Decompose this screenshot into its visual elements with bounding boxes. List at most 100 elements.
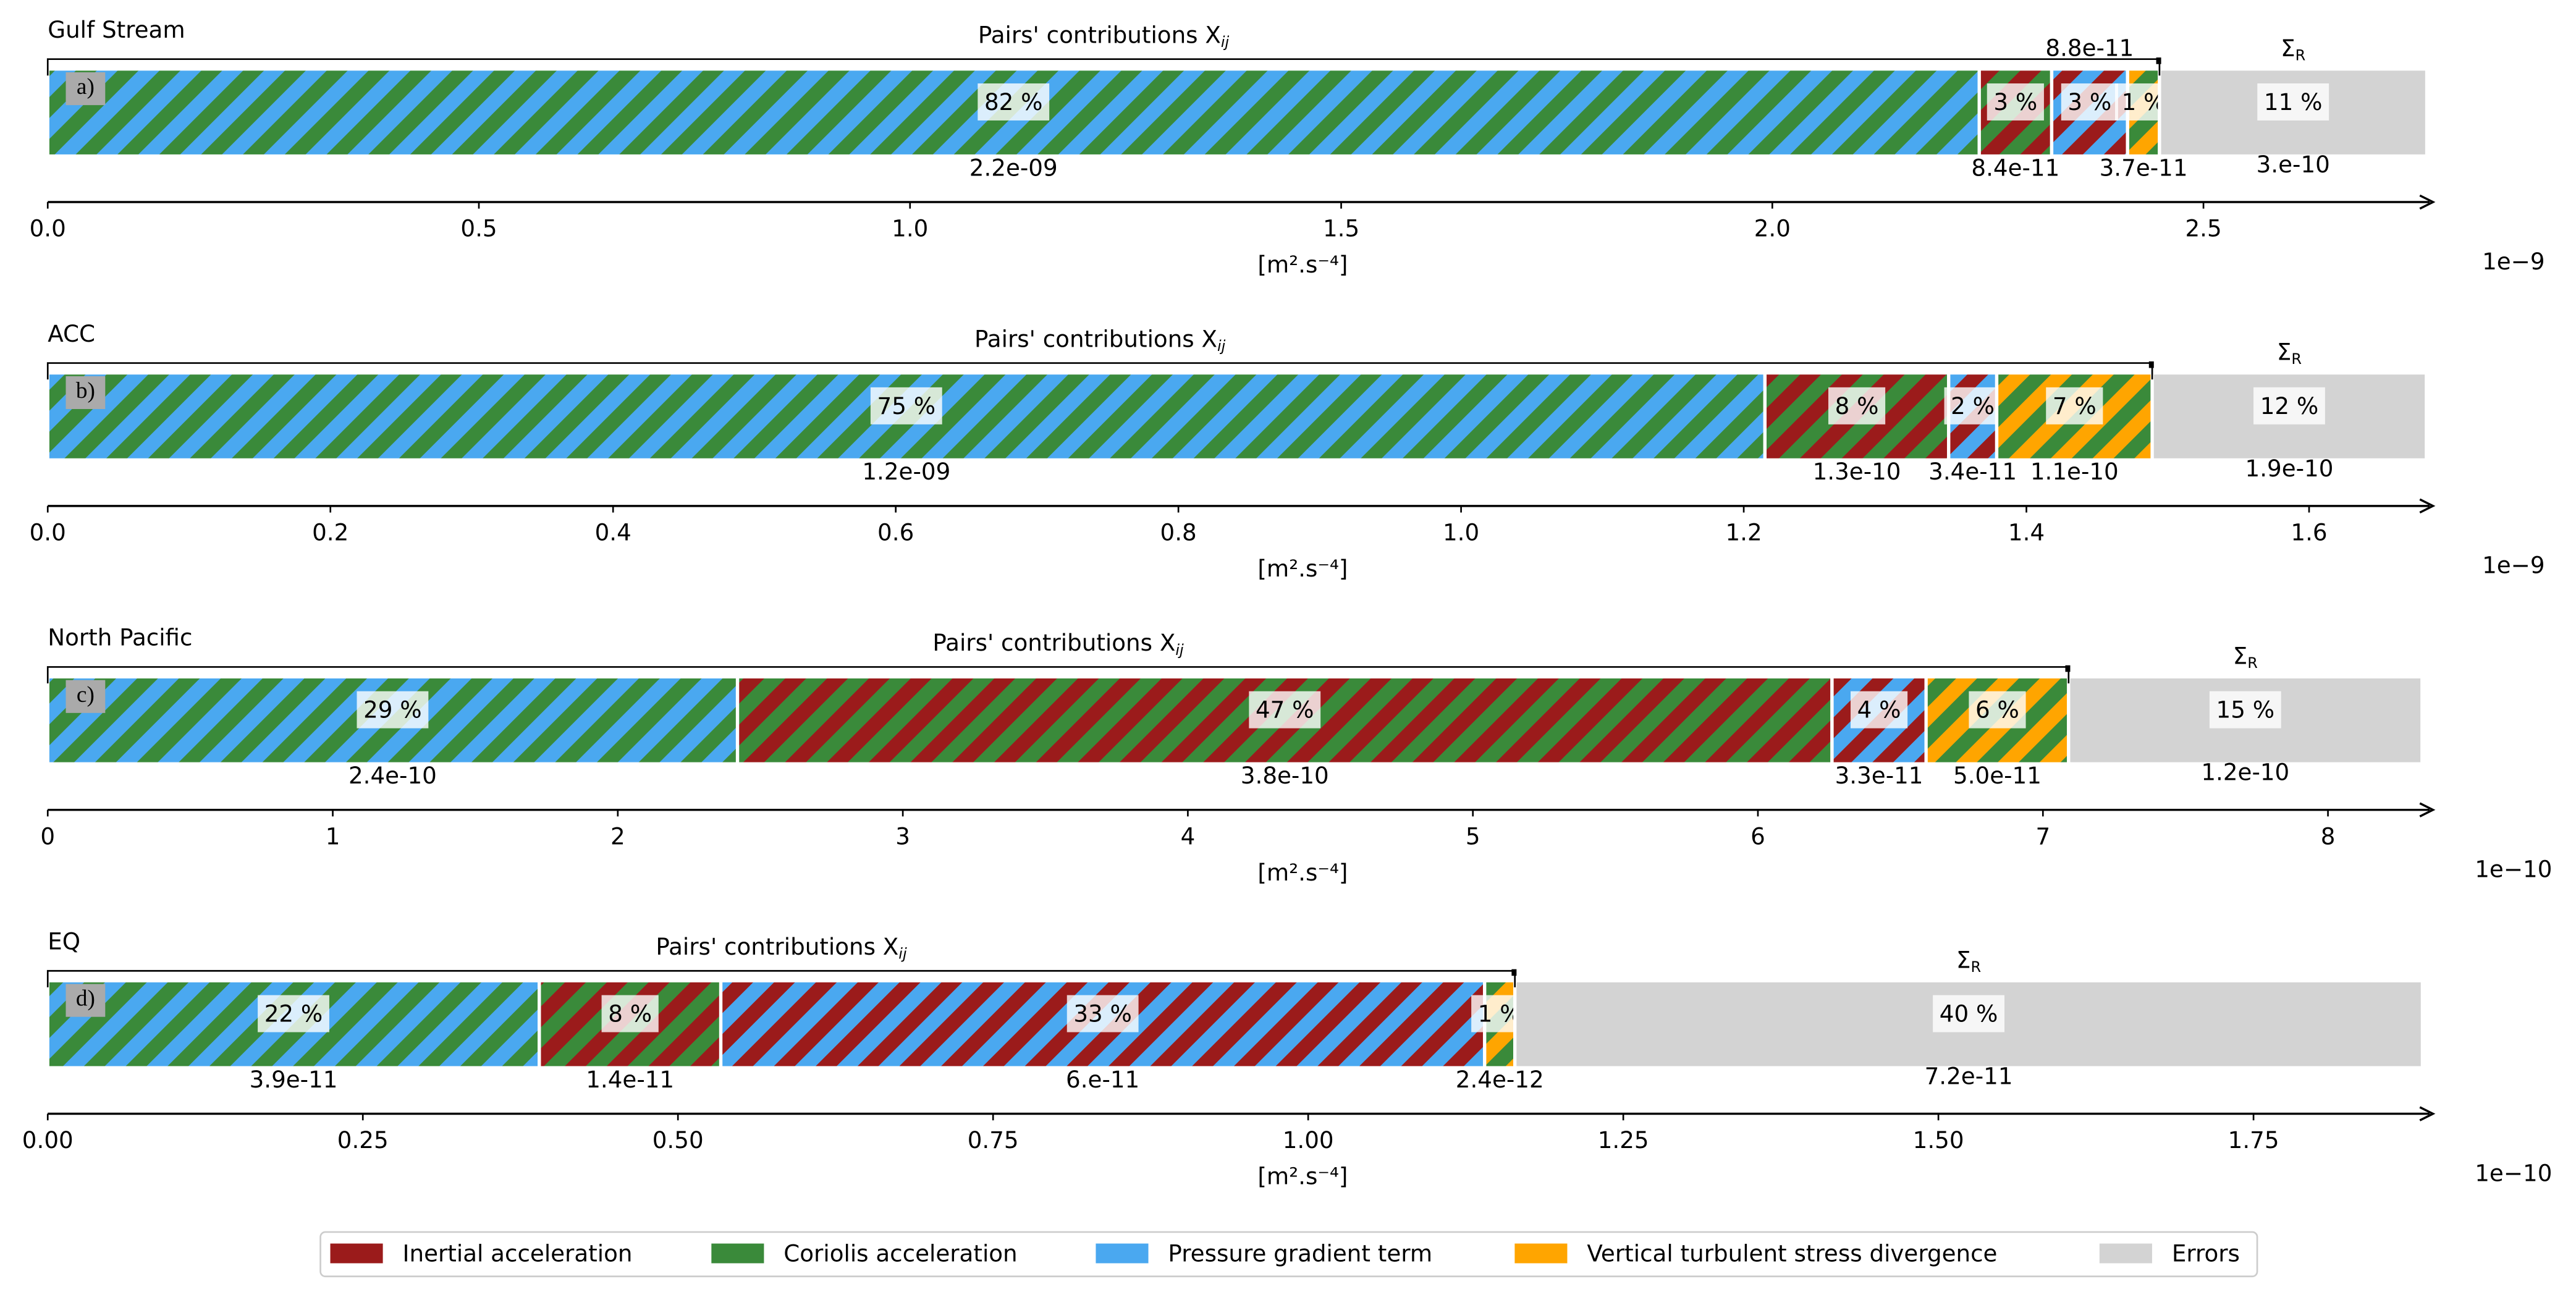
bracket-label: Pairs' contributions Xij [974,325,1226,355]
value-label: 2.4e-10 [348,762,437,789]
x-tick-label: 3 [895,822,910,850]
value-label: 3.4e-11 [1928,458,2017,485]
value-label: 1.2e-10 [2201,759,2289,786]
label-box [1850,691,1908,728]
label-box [2209,691,2281,728]
bracket-end [1511,969,1517,976]
subscript: R [1971,958,1982,976]
label-box [357,691,429,728]
x-tick-label: 1.2 [1725,519,1762,546]
label-box [978,83,1050,120]
bracket-label: Pairs' contributions Xij [932,629,1184,659]
panel-label-box [65,984,106,1017]
x-tick-label: 1.4 [2008,519,2045,546]
subscript: R [2291,350,2302,368]
offset-label: 1e−10 [2475,1159,2552,1186]
share-label: 15 % [2216,696,2275,724]
x-tick-label: 7 [2035,822,2050,850]
x-tick-label: 8 [2321,822,2336,850]
x-axis-arrow [2419,498,2436,514]
x-tick-label: 2.5 [2185,215,2221,242]
value-label: 1.3e-10 [1813,458,1901,485]
subscript: ij [1221,33,1230,51]
legend-swatch [1096,1243,1149,1264]
label-box [2061,83,2118,120]
x-tick-label: 1.25 [1598,1126,1649,1154]
share-label: 12 % [2260,392,2319,420]
value-label: 2.4e-12 [1456,1066,1544,1093]
x-tick-label: 0.75 [968,1126,1019,1154]
label-box [2046,387,2103,424]
x-tick-label: 0.25 [337,1126,389,1154]
bracket [46,362,2153,380]
panel-label-box [65,680,106,713]
symbol: Σ [2233,642,2248,669]
legend-frame [319,1231,2258,1278]
x-tick-label: 2 [610,822,625,850]
panel-label: b) [76,378,95,403]
value-label: 8.8e-11 [2045,34,2134,61]
share-label: 7 % [2053,392,2097,420]
panel-title: Gulf Stream [48,16,185,43]
share-label: 3 % [2067,88,2111,116]
label: Pairs' contributions X [974,325,1217,352]
x-tick-label: 2.0 [1754,215,1791,242]
x-tick-label: 6 [1750,822,1765,850]
bracket [46,666,2070,683]
x-tick-label: 0.5 [460,215,497,242]
x-tick-label: 1.75 [2228,1126,2279,1154]
label-box [1969,691,2026,728]
errors-label: ΣR [1956,946,1981,976]
share-label: 8 % [608,1000,652,1028]
legend-label: Errors [2172,1240,2240,1267]
value-label: 5.0e-11 [1953,762,2042,789]
share-label: 29 % [363,696,422,724]
x-axis-label: [m².s⁻⁴] [1257,1163,1348,1190]
value-label: 3.3e-11 [1835,762,1924,789]
share-label: 2 % [1951,392,1995,420]
x-axis-label: [m².s⁻⁴] [1257,555,1348,582]
label-box [1828,387,1886,424]
x-tick-label: 4 [1181,822,1196,850]
x-tick-label: 1.00 [1283,1126,1334,1154]
legend-label: Inertial acceleration [403,1240,633,1267]
bracket-label: Pairs' contributions Xij [978,21,1230,51]
label-box [2257,83,2329,120]
label-box [1944,387,2001,424]
x-axis-arrow [2419,1106,2436,1121]
x-axis-label: [m².s⁻⁴] [1257,251,1348,278]
x-tick-label: 5 [1466,822,1480,850]
x-tick-label: 1.50 [1913,1126,1964,1154]
errors-label: ΣR [2281,34,2305,64]
value-label: 3.7e-11 [2100,154,2188,181]
value-label: 1.9e-10 [2245,455,2334,482]
label: Pairs' contributions X [656,933,898,960]
x-tick-label: 1.6 [2291,519,2327,546]
share-label: 75 % [877,392,936,420]
x-tick-label: 0.2 [312,519,348,546]
share-label: 8 % [1835,392,1879,420]
x-tick-label: 1.0 [892,215,928,242]
value-label: 3.e-10 [2257,151,2330,178]
label-box [1987,83,2044,120]
panel-label-box [65,376,106,409]
offset-label: 1e−9 [2482,248,2544,275]
errors-label: ΣR [2233,642,2258,672]
value-label: 7.2e-11 [1925,1063,2013,1090]
subscript: ij [898,945,907,963]
share-label: 82 % [984,88,1043,116]
x-tick-label: 1.5 [1323,215,1359,242]
label-box [870,387,942,424]
x-tick-label: 0.8 [1160,519,1197,546]
subscript: R [2247,654,2258,672]
bracket-end [2148,361,2154,368]
value-label: 3.8e-10 [1241,762,1329,789]
label: Pairs' contributions X [932,629,1175,656]
panel-label-box [65,72,106,106]
label: Pairs' contributions X [978,21,1221,48]
offset-label: 1e−9 [2482,552,2544,579]
share-label: 3 % [1993,88,2037,116]
value-label: 8.4e-11 [1971,154,2059,181]
subscript: ij [1217,337,1226,355]
